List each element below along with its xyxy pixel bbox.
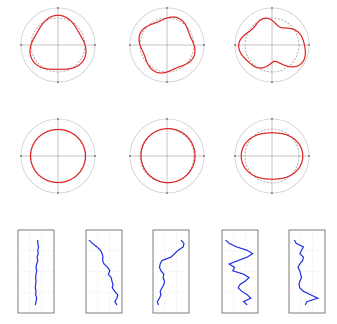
axis-tick [20,155,22,157]
axis-tick [271,81,273,83]
axis-tick [166,81,168,83]
profile-curve [29,128,87,184]
axis-tick [203,155,205,157]
polar-chart-6 [232,116,312,196]
profile-curve [238,17,306,69]
polar-chart-4 [18,116,98,196]
profile-curve [140,128,196,184]
polar-chart-3 [232,5,312,85]
axis-tick [308,155,310,157]
axis-tick [129,155,131,157]
axis-tick [271,7,273,9]
profile-chart-1 [8,227,56,317]
axis-tick [271,118,273,120]
axis-tick [271,192,273,194]
axis-tick [20,44,22,46]
profile-chart-5 [279,227,327,317]
axis-tick [166,7,168,9]
profile-line [34,240,40,306]
polar-chart-1 [18,5,98,85]
axis-tick [129,44,131,46]
axis-tick [57,7,59,9]
profile-chart-4 [212,227,260,317]
axis-tick [57,81,59,83]
axis-tick [234,44,236,46]
axis-tick [57,192,59,194]
axis-tick [166,192,168,194]
profile-line [293,239,320,306]
polar-chart-5 [127,116,207,196]
profile-curve [240,132,304,180]
polar-chart-2 [127,5,207,85]
profile-line [88,239,119,306]
profile-line [156,239,185,306]
axis-tick [203,44,205,46]
axis-tick [57,118,59,120]
axis-tick [308,44,310,46]
profile-chart-2 [76,227,124,317]
axis-tick [234,155,236,157]
profile-line [225,239,254,306]
axis-tick [166,118,168,120]
axis-tick [94,44,96,46]
profile-curve [138,16,196,74]
profile-chart-3 [143,227,191,317]
axis-tick [94,155,96,157]
profile-curve [29,14,87,70]
